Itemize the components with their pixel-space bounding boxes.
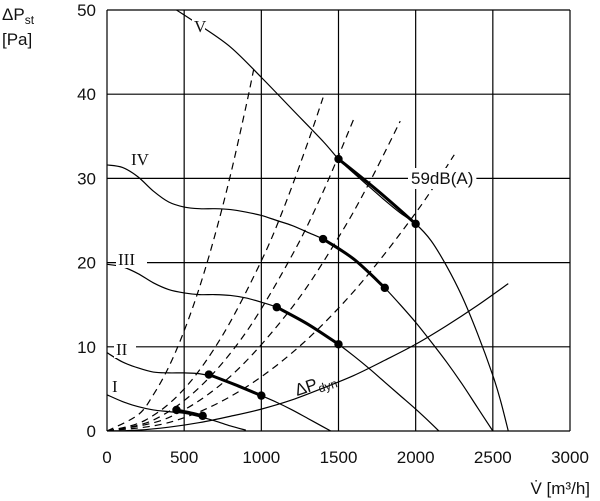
- curves: [107, 10, 509, 431]
- system-curve-3: [107, 118, 355, 431]
- y-axis-title: ΔPst: [2, 5, 35, 27]
- operating-point-3-2: [334, 340, 343, 349]
- fan-label-bg-IV: [129, 151, 151, 168]
- sound-isoline-4: [322, 237, 386, 289]
- y-tick-label-3: 30: [77, 169, 96, 188]
- sound-isoline-5: [337, 157, 417, 225]
- fan-label-III: III: [118, 250, 135, 269]
- sound-level-annotation: 59dB(A): [411, 169, 473, 188]
- plot-area: [107, 10, 509, 431]
- sound-isoline-3: [276, 305, 340, 346]
- tick-labels: 0 500 1000 1500 2000 2500 3000 0 10 20 30 40 50: [77, 1, 589, 467]
- fan-label-bg-II: [114, 341, 136, 358]
- operating-point-4-2: [380, 283, 389, 293]
- y-tick-label-2: 20: [77, 254, 96, 273]
- dyn-pressure-curve: [107, 283, 509, 431]
- fan-label-II: II: [116, 340, 128, 359]
- grid: [106, 9, 571, 432]
- y-axis-title-main: ΔP: [2, 5, 25, 24]
- dyn-pressure-label-main: ΔP: [292, 375, 319, 400]
- annotation-bg: [408, 168, 477, 189]
- system-curve-1: [107, 69, 255, 431]
- x-tick-label-5: 2500: [474, 448, 512, 467]
- operating-point-5-1: [334, 154, 343, 164]
- operating-point-5-2: [411, 219, 420, 229]
- x-axis-title: V̇ [m³/h]: [530, 479, 590, 498]
- x-tick-label-2: 1000: [242, 448, 280, 467]
- system-curve-5: [107, 154, 455, 431]
- dyn-pressure-label: ΔPdyn: [292, 369, 339, 403]
- x-tick-label-4: 2000: [397, 448, 435, 467]
- sound-isoline-2: [208, 373, 262, 398]
- y-axis-title-sub: st: [25, 13, 35, 27]
- fan-curve-V: [176, 10, 509, 431]
- fan-label-bg-III: [116, 251, 147, 268]
- x-tick-label-0: 0: [102, 448, 111, 467]
- operating-point-4-1: [318, 234, 328, 244]
- x-tick-label-1: 500: [170, 448, 198, 467]
- operating-point-2-1: [204, 370, 214, 379]
- fan-curve-IV: [107, 164, 494, 431]
- operating-point-1-1: [172, 405, 181, 415]
- y-tick-label-0: 0: [87, 422, 96, 441]
- x-tick-label-3: 1500: [320, 448, 358, 467]
- operating-point-1-2: [198, 411, 207, 421]
- fan-label-I: I: [112, 377, 118, 396]
- dyn-pressure-label-sub: dyn: [316, 376, 339, 395]
- y-tick-label-5: 50: [77, 1, 96, 20]
- fan-label-V: V: [194, 17, 207, 36]
- fan-label-bg-I: [110, 378, 123, 395]
- fan-label-bg-V: [192, 18, 205, 35]
- operating-point-3-1: [272, 303, 281, 312]
- system-curve-2: [107, 97, 324, 431]
- y-tick-label-4: 40: [77, 85, 96, 104]
- y-axis-unit: [Pa]: [2, 30, 32, 49]
- fan-label-IV: IV: [131, 150, 150, 169]
- operating-point-2-2: [257, 391, 266, 400]
- x-tick-label-6: 3000: [551, 448, 589, 467]
- y-tick-label-1: 10: [77, 338, 96, 357]
